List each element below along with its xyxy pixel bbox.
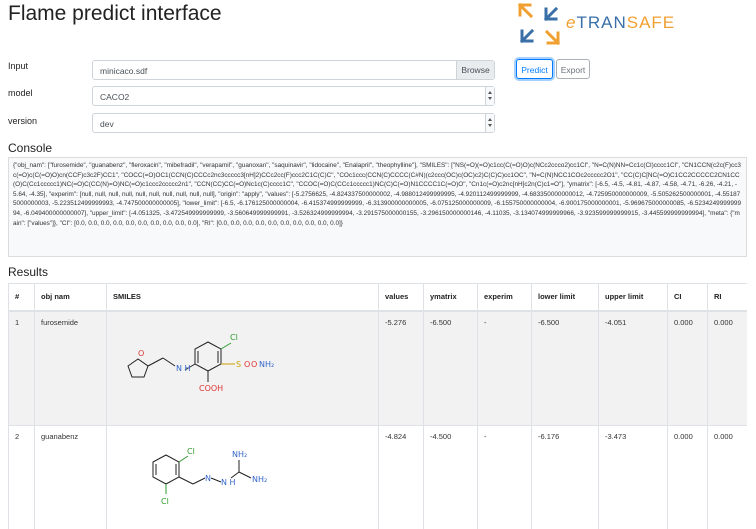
cell-obj-nam: guanabenz xyxy=(34,425,107,529)
cell-obj-nam: furosemide xyxy=(34,310,107,426)
guanabenz-structure-image: Cl Cl N N H NH₂ NH₂ xyxy=(152,447,267,506)
cell-upper-limit: -4.051 xyxy=(598,310,668,426)
header-obj-nam: obj nam xyxy=(34,283,107,312)
logo-wordmark: eTRANSAFE xyxy=(566,13,676,32)
cell-ymatrix: -4.500 xyxy=(423,425,478,529)
furosemide-cl-atom: Cl xyxy=(230,333,238,342)
cell-num: 2 xyxy=(8,425,35,529)
guanabenz-nh2a-atom: NH₂ xyxy=(232,450,247,459)
cell-experim: - xyxy=(477,425,532,529)
model-label: model xyxy=(8,88,33,98)
console-output: {"obj_nam": ["furosemide", "guanabenz", … xyxy=(8,157,747,257)
cell-lower-limit: -6.500 xyxy=(531,310,599,426)
furosemide-nh-atom: N H xyxy=(176,364,191,373)
header-experim: experim xyxy=(477,283,532,312)
furosemide-o1-atom: O xyxy=(244,360,250,369)
model-select[interactable]: CACO2 xyxy=(92,86,495,106)
cell-ymatrix: -6.500 xyxy=(423,310,478,426)
page-title: Flame predict interface xyxy=(8,2,222,25)
table-row: 1 furosemide xyxy=(8,310,747,426)
header-ymatrix: ymatrix xyxy=(423,283,478,312)
table-row: 2 guanabenz xyxy=(8,425,747,529)
version-label: version xyxy=(8,116,38,126)
arrows-logo-icon xyxy=(517,2,561,46)
cell-values: -5.276 xyxy=(378,310,424,426)
model-select-value: CACO2 xyxy=(100,92,130,102)
furosemide-o-atom: O xyxy=(138,349,144,358)
header-lower-limit: lower limit xyxy=(531,283,599,312)
input-label: Input xyxy=(8,61,29,71)
console-title: Console xyxy=(8,141,53,155)
predict-button[interactable]: Predict xyxy=(516,59,553,79)
version-select-arrow-icon xyxy=(485,114,494,132)
furosemide-s-atom: S xyxy=(236,360,241,369)
header-num: # xyxy=(8,283,35,312)
cell-ci: 0.000 xyxy=(667,310,708,426)
header-values: values xyxy=(378,283,424,312)
cell-ci: 0.000 xyxy=(667,425,708,529)
guanabenz-nh2b-atom: NH₂ xyxy=(252,475,267,484)
header-smiles: SMILES xyxy=(106,283,379,312)
export-button[interactable]: Export xyxy=(556,59,590,79)
header-upper-limit: upper limit xyxy=(598,283,668,312)
cell-smiles: O Cl N H S O O NH₂ COOH xyxy=(106,310,379,426)
cell-lower-limit: -6.176 xyxy=(531,425,599,529)
guanabenz-cl2-atom: Cl xyxy=(161,497,169,506)
version-select[interactable]: dev xyxy=(92,113,495,133)
input-file-field[interactable]: minicaco.sdf Browse xyxy=(92,60,495,80)
cell-num: 1 xyxy=(8,310,35,426)
header-ri: RI xyxy=(707,283,747,312)
furosemide-nh2-atom: NH₂ xyxy=(259,360,274,369)
guanabenz-n-atom: N xyxy=(205,474,211,483)
furosemide-o2-atom: O xyxy=(251,360,257,369)
cell-experim: - xyxy=(477,310,532,426)
guanabenz-cl1-atom: Cl xyxy=(187,447,195,456)
results-table: # obj nam SMILES values ymatrix experim … xyxy=(8,283,747,529)
results-table-container: # obj nam SMILES values ymatrix experim … xyxy=(8,283,747,529)
cell-upper-limit: -3.473 xyxy=(598,425,668,529)
cell-smiles: Cl Cl N N H NH₂ NH₂ xyxy=(106,425,379,529)
guanabenz-nh-atom: N H xyxy=(221,478,236,487)
version-select-value: dev xyxy=(100,119,114,129)
furosemide-structure-image: O Cl N H S O O NH₂ COOH xyxy=(127,333,274,393)
model-select-arrow-icon xyxy=(485,87,494,105)
cell-ri: 0.000 xyxy=(707,425,747,529)
cell-ri: 0.000 xyxy=(707,310,747,426)
input-file-value: minicaco.sdf xyxy=(100,66,148,76)
furosemide-cooh-atom: COOH xyxy=(199,384,223,393)
header-ci: CI xyxy=(667,283,708,312)
results-title: Results xyxy=(8,265,49,279)
browse-button[interactable]: Browse xyxy=(456,61,494,79)
etransafe-logo: eTRANSAFE xyxy=(516,1,676,47)
cell-values: -4.824 xyxy=(378,425,424,529)
results-header-row: # obj nam SMILES values ymatrix experim … xyxy=(8,283,747,312)
